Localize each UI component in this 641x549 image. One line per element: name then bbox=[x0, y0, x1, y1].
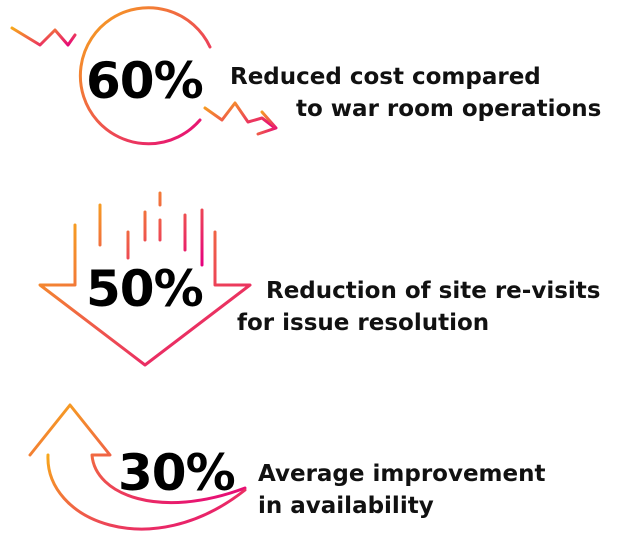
stat: 60% bbox=[86, 52, 203, 110]
description: Average improvement bbox=[258, 461, 546, 487]
description: in availability bbox=[258, 493, 434, 519]
stat: 30% bbox=[118, 444, 235, 502]
revisit-icon bbox=[38, 191, 252, 367]
description: for issue resolution bbox=[237, 310, 489, 336]
stat: 50% bbox=[86, 260, 203, 318]
description: to war room operations bbox=[296, 96, 601, 122]
description: Reduction of site re-visits bbox=[266, 278, 600, 304]
availability-icon bbox=[28, 403, 247, 531]
description: Reduced cost compared bbox=[230, 64, 541, 90]
cost-icon bbox=[10, 6, 278, 146]
